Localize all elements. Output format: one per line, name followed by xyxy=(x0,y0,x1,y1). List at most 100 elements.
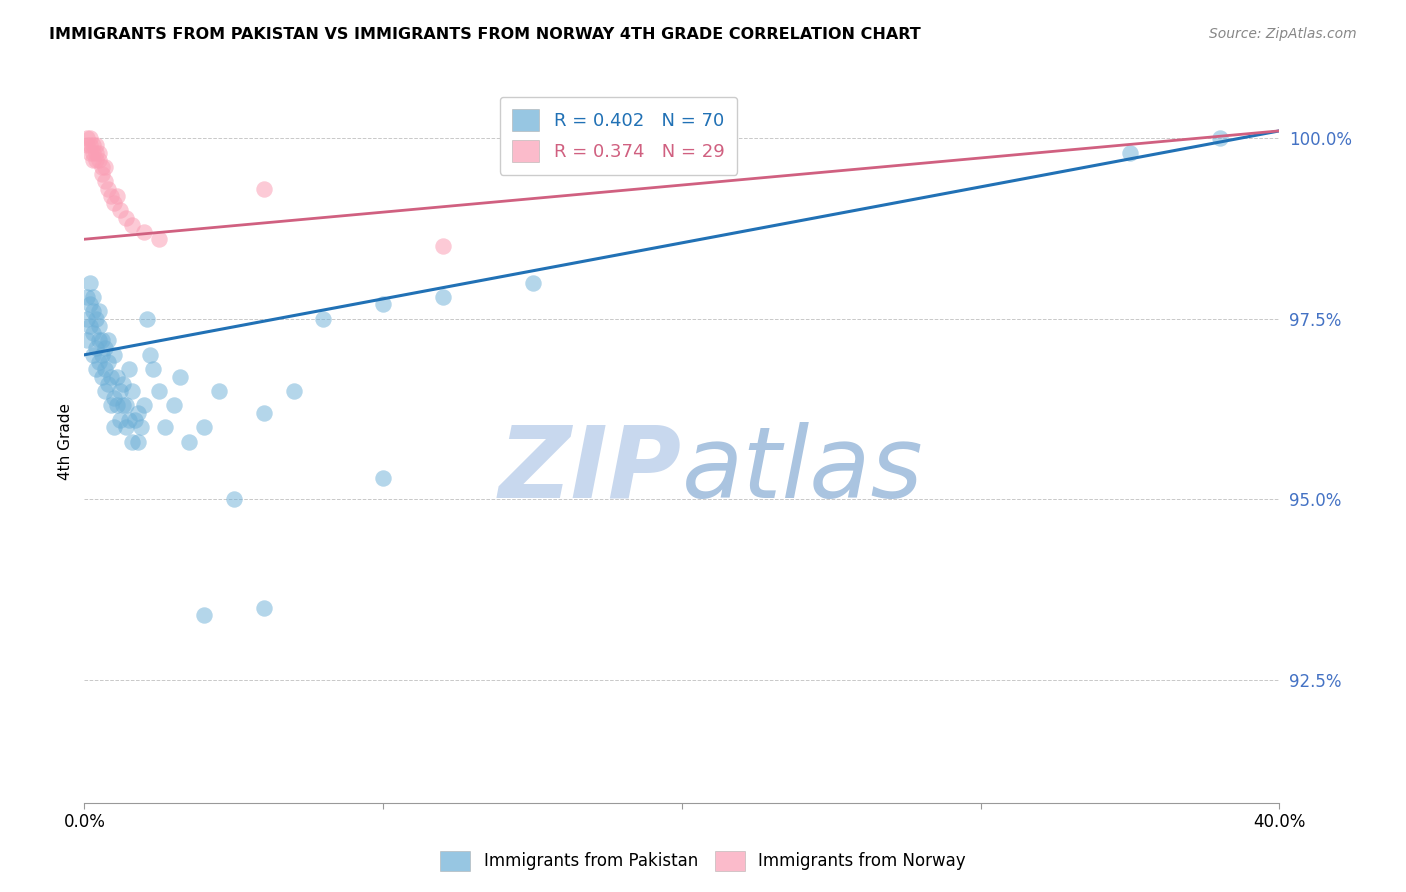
Point xyxy=(86,311,108,326)
Point xyxy=(110,413,132,427)
Point xyxy=(82,326,104,340)
Point xyxy=(94,384,117,398)
Point xyxy=(97,181,120,195)
Point xyxy=(89,334,111,348)
Point xyxy=(103,348,125,362)
Point xyxy=(79,276,101,290)
Point xyxy=(79,131,101,145)
Point xyxy=(79,138,101,153)
Point xyxy=(253,181,276,195)
Point xyxy=(112,398,135,412)
Point xyxy=(103,391,125,405)
Point xyxy=(177,434,200,449)
Point xyxy=(153,420,176,434)
Point xyxy=(76,138,98,153)
Point xyxy=(76,131,98,145)
Text: atlas: atlas xyxy=(682,422,924,519)
Point xyxy=(76,290,98,304)
Point xyxy=(89,153,111,167)
Point xyxy=(169,369,191,384)
Point xyxy=(118,362,141,376)
Point xyxy=(193,607,215,622)
Point xyxy=(121,434,143,449)
Point xyxy=(97,355,120,369)
Point xyxy=(373,297,395,311)
Text: IMMIGRANTS FROM PAKISTAN VS IMMIGRANTS FROM NORWAY 4TH GRADE CORRELATION CHART: IMMIGRANTS FROM PAKISTAN VS IMMIGRANTS F… xyxy=(49,27,921,42)
Point xyxy=(97,334,120,348)
Point xyxy=(89,145,111,160)
Point xyxy=(193,420,215,434)
Legend: Immigrants from Pakistan, Immigrants from Norway: Immigrants from Pakistan, Immigrants fro… xyxy=(432,842,974,880)
Point xyxy=(97,376,120,391)
Point xyxy=(121,218,143,232)
Point xyxy=(112,376,135,391)
Point xyxy=(1119,145,1142,160)
Point xyxy=(110,384,132,398)
Point xyxy=(103,420,125,434)
Point xyxy=(89,318,111,333)
Point xyxy=(139,348,162,362)
Point xyxy=(100,189,122,203)
Point xyxy=(79,145,101,160)
Point xyxy=(283,384,305,398)
Point xyxy=(82,153,104,167)
Point xyxy=(118,413,141,427)
Point xyxy=(129,420,152,434)
Point xyxy=(76,311,98,326)
Point xyxy=(94,341,117,355)
Point xyxy=(127,434,149,449)
Point xyxy=(86,145,108,160)
Point xyxy=(253,406,276,420)
Point xyxy=(115,398,138,412)
Point xyxy=(89,355,111,369)
Point xyxy=(115,420,138,434)
Text: ZIP: ZIP xyxy=(499,422,682,519)
Point xyxy=(222,492,245,507)
Point xyxy=(103,196,125,211)
Point xyxy=(127,406,149,420)
Text: Source: ZipAtlas.com: Source: ZipAtlas.com xyxy=(1209,27,1357,41)
Point xyxy=(82,304,104,318)
Point xyxy=(136,311,159,326)
Point xyxy=(91,369,114,384)
Point xyxy=(312,311,335,326)
Point xyxy=(91,348,114,362)
Point xyxy=(522,138,544,153)
Point xyxy=(148,232,170,246)
Point xyxy=(94,160,117,174)
Point xyxy=(163,398,186,412)
Point xyxy=(105,398,128,412)
Point xyxy=(79,318,101,333)
Point xyxy=(100,398,122,412)
Point xyxy=(121,384,143,398)
Point xyxy=(79,297,101,311)
Point xyxy=(132,398,156,412)
Point xyxy=(100,369,122,384)
Point xyxy=(148,384,170,398)
Point xyxy=(1209,131,1232,145)
Point xyxy=(94,362,117,376)
Point xyxy=(105,189,128,203)
Point xyxy=(91,160,114,174)
Point xyxy=(432,239,454,253)
Point xyxy=(76,334,98,348)
Point xyxy=(94,174,117,188)
Point xyxy=(124,413,146,427)
Point xyxy=(432,290,454,304)
Point xyxy=(91,334,114,348)
Point xyxy=(89,304,111,318)
Point xyxy=(522,276,544,290)
Point xyxy=(110,203,132,218)
Point xyxy=(86,362,108,376)
Point xyxy=(142,362,165,376)
Point xyxy=(91,167,114,181)
Point xyxy=(86,153,108,167)
Point xyxy=(82,145,104,160)
Point xyxy=(208,384,231,398)
Point xyxy=(115,211,138,225)
Y-axis label: 4th Grade: 4th Grade xyxy=(58,403,73,480)
Point xyxy=(86,138,108,153)
Point xyxy=(82,348,104,362)
Point xyxy=(82,290,104,304)
Legend: R = 0.402   N = 70, R = 0.374   N = 29: R = 0.402 N = 70, R = 0.374 N = 29 xyxy=(499,96,737,175)
